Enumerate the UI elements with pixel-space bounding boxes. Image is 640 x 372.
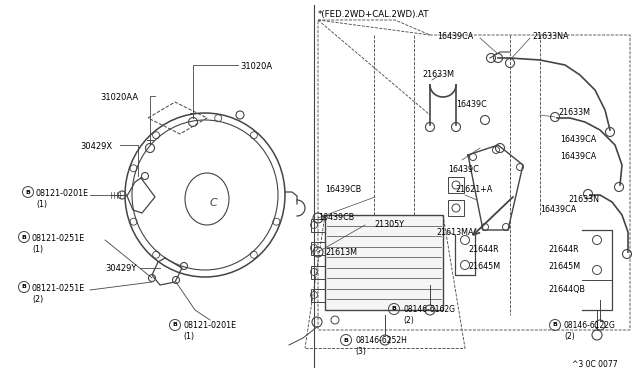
Text: 16439CB: 16439CB bbox=[325, 185, 361, 194]
Text: *(FED.2WD+CAL.2WD).AT: *(FED.2WD+CAL.2WD).AT bbox=[318, 10, 429, 19]
Text: 21633M: 21633M bbox=[558, 108, 590, 117]
Text: (2): (2) bbox=[403, 316, 413, 325]
Text: 08121-0201E: 08121-0201E bbox=[36, 189, 89, 198]
Text: 16439C: 16439C bbox=[448, 165, 479, 174]
Text: 21645M: 21645M bbox=[468, 262, 500, 271]
Text: B: B bbox=[392, 307, 396, 311]
Bar bbox=[311, 266, 325, 279]
Text: 16439CA: 16439CA bbox=[540, 205, 576, 214]
Text: 30429X: 30429X bbox=[80, 142, 112, 151]
Text: 08146-6162G: 08146-6162G bbox=[403, 305, 455, 314]
Text: B: B bbox=[344, 337, 348, 343]
Text: 08121-0251E: 08121-0251E bbox=[32, 234, 85, 243]
Text: C: C bbox=[209, 198, 217, 208]
Text: 08146-6122G: 08146-6122G bbox=[564, 321, 616, 330]
Bar bbox=[311, 289, 325, 302]
Text: 16439C: 16439C bbox=[456, 100, 487, 109]
Text: 30429Y: 30429Y bbox=[105, 264, 136, 273]
Text: 21621+A: 21621+A bbox=[455, 185, 492, 194]
Text: 16439CB: 16439CB bbox=[318, 213, 355, 222]
Text: 31020AA: 31020AA bbox=[100, 93, 138, 102]
Text: (3): (3) bbox=[355, 347, 366, 356]
Text: 21613M: 21613M bbox=[325, 248, 357, 257]
Bar bbox=[311, 219, 325, 232]
Text: 21633M: 21633M bbox=[422, 70, 454, 79]
Text: 21613MA: 21613MA bbox=[436, 228, 474, 237]
Text: (1): (1) bbox=[36, 200, 47, 209]
Text: (2): (2) bbox=[32, 295, 44, 304]
Bar bbox=[448, 177, 464, 193]
Text: (1): (1) bbox=[32, 245, 43, 254]
Text: 31020A: 31020A bbox=[240, 62, 272, 71]
Text: ^3 0C 0077: ^3 0C 0077 bbox=[572, 360, 618, 369]
Bar bbox=[311, 242, 325, 255]
Text: B: B bbox=[22, 234, 26, 240]
Text: 21644R: 21644R bbox=[468, 245, 499, 254]
Text: 21305Y: 21305Y bbox=[374, 220, 404, 229]
Text: (1): (1) bbox=[183, 332, 194, 341]
Text: 21644R: 21644R bbox=[548, 245, 579, 254]
Text: 16439CA: 16439CA bbox=[437, 32, 473, 41]
Text: 21633N: 21633N bbox=[568, 195, 599, 204]
Text: B: B bbox=[22, 285, 26, 289]
Text: 08121-0201E: 08121-0201E bbox=[183, 321, 236, 330]
Text: 21633NA: 21633NA bbox=[532, 32, 568, 41]
Text: B: B bbox=[552, 323, 557, 327]
Bar bbox=[448, 200, 464, 216]
Text: B: B bbox=[173, 323, 177, 327]
Text: (2): (2) bbox=[564, 332, 575, 341]
Text: 21644QB: 21644QB bbox=[548, 285, 585, 294]
Text: 16439CA: 16439CA bbox=[560, 152, 596, 161]
Text: 08121-0251E: 08121-0251E bbox=[32, 284, 85, 293]
Text: 08146-6252H: 08146-6252H bbox=[355, 336, 407, 345]
Bar bbox=[325, 215, 443, 310]
Text: 21645M: 21645M bbox=[548, 262, 580, 271]
Text: B: B bbox=[26, 189, 31, 195]
Text: 16439CA: 16439CA bbox=[560, 135, 596, 144]
